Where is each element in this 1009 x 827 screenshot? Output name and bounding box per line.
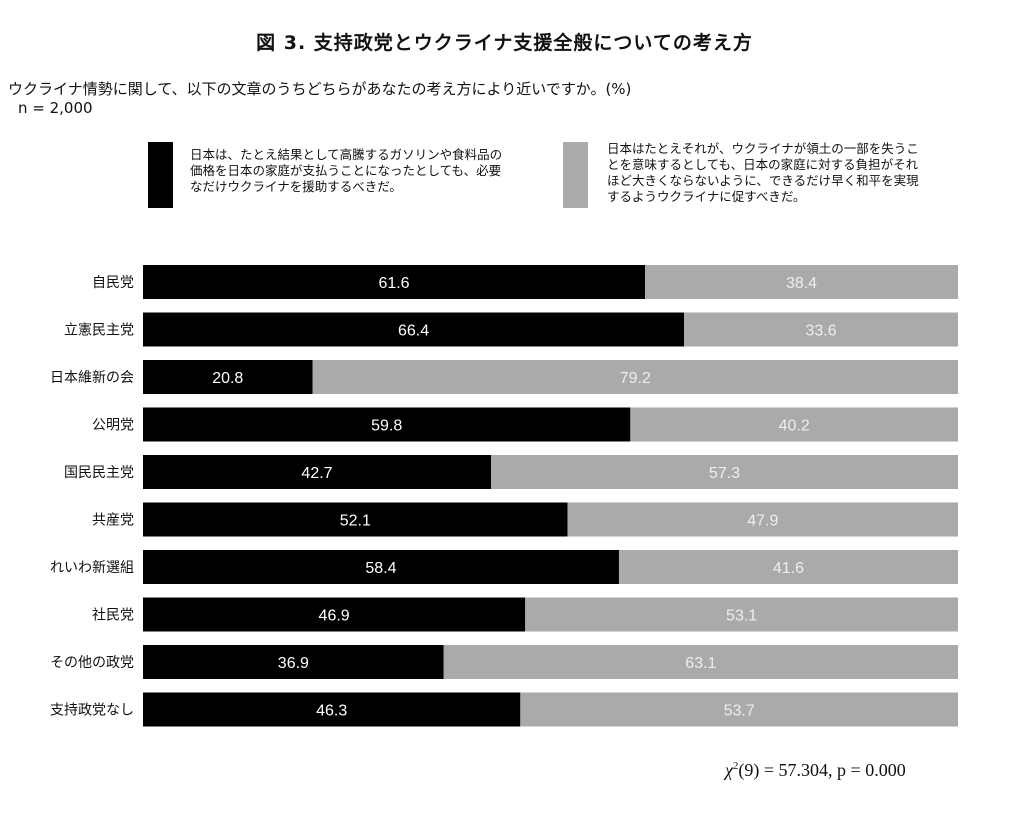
category-label: 共産党 [92,513,134,529]
chi-square-statistic: χ2(9) = 57.304, p = 0.000 [725,760,906,781]
bar-segment-peace [618,550,958,584]
legend-line: なだけウクライナを援助するべきだ。 [190,179,402,194]
question-text: ウクライナ情勢に関して、以下の文章のうちどちらがあなたの考え方により近いですか。… [8,80,632,98]
data-label: 42.7 [301,465,332,482]
legend-line: ほど大きくならないように、できるだけ早く和平を実現 [607,173,919,188]
bar-segment-peace [491,455,958,489]
bar-segment-support [143,407,631,442]
data-label: 41.6 [773,560,804,577]
data-label: 36.9 [278,655,309,672]
bar-segment-support [143,312,685,347]
data-label: 58.4 [365,560,396,577]
category-label: 国民民主党 [64,465,134,481]
bar-segment-support [143,597,526,632]
data-label: 53.1 [726,608,757,625]
category-label: 社民党 [92,608,134,624]
legend-text-support: 日本は、たとえ結果として高騰するガソリンや食料品の 価格を日本の家庭が支払うこと… [190,147,502,195]
bar-segment-support [143,360,313,394]
bar-segment-peace [567,502,958,537]
bar-segment-peace [312,360,958,394]
legend-swatch-support [148,142,173,208]
data-label: 46.3 [316,703,347,720]
bar-segment-peace [520,692,958,727]
legend-line: するようウクライナに促すべきだ。 [607,189,806,204]
data-label: 38.4 [786,275,817,292]
data-label: 33.6 [806,323,837,340]
legend-swatch-peace [563,142,588,208]
category-label: 支持政党なし [50,703,134,719]
bar-segment-support [143,692,521,727]
bar-segment-support [143,265,646,299]
category-label: その他の政党 [50,655,134,671]
data-label: 20.8 [212,370,243,387]
bar-segment-support [143,455,492,489]
data-label: 40.2 [779,418,810,435]
legend-line: とを意味するとしても、日本の家庭に対する負担がそれ [607,157,919,172]
data-label: 79.2 [620,370,651,387]
bar-segment-peace [645,265,958,299]
data-label: 61.6 [378,275,409,292]
sample-size: n = 2,000 [18,99,93,117]
legend-line: 日本は、たとえ結果として高騰するガソリンや食料品の [190,147,503,162]
bar-segment-peace [443,645,958,679]
legend-text-peace: 日本はたとえそれが、ウクライナが領土の一部を失うこ とを意味するとしても、日本の… [607,141,919,205]
bar-segment-support [143,502,568,537]
bar-segment-support [143,550,619,584]
bar-segment-peace [684,312,958,347]
data-label: 47.9 [747,513,778,530]
data-label: 57.3 [709,465,740,482]
data-label: 59.8 [371,418,402,435]
category-label: れいわ新選組 [50,560,134,576]
category-label: 立憲民主党 [64,322,134,339]
category-label: 日本維新の会 [50,370,134,386]
stat-symbol: χ [725,760,733,780]
data-label: 66.4 [398,323,429,340]
data-label: 63.1 [685,655,716,672]
bar-segment-peace [630,407,958,442]
chart-title: 図 3. 支持政党とウクライナ支援全般についての考え方 [256,32,753,54]
stat-text: (9) = 57.304, p = 0.000 [738,760,906,780]
bar-segment-support [143,645,444,679]
data-label: 52.1 [340,513,371,530]
legend-line: 価格を日本の家庭が支払うことになったとしても、必要 [190,163,502,178]
stat-superscript: 2 [732,760,739,772]
bar-segment-peace [525,597,958,632]
data-label: 46.9 [319,608,350,625]
data-label: 53.7 [724,703,755,720]
category-label: 公明党 [92,418,134,434]
legend-line: 日本はたとえそれが、ウクライナが領土の一部を失うこ [607,141,919,156]
category-label: 自民党 [92,275,134,291]
